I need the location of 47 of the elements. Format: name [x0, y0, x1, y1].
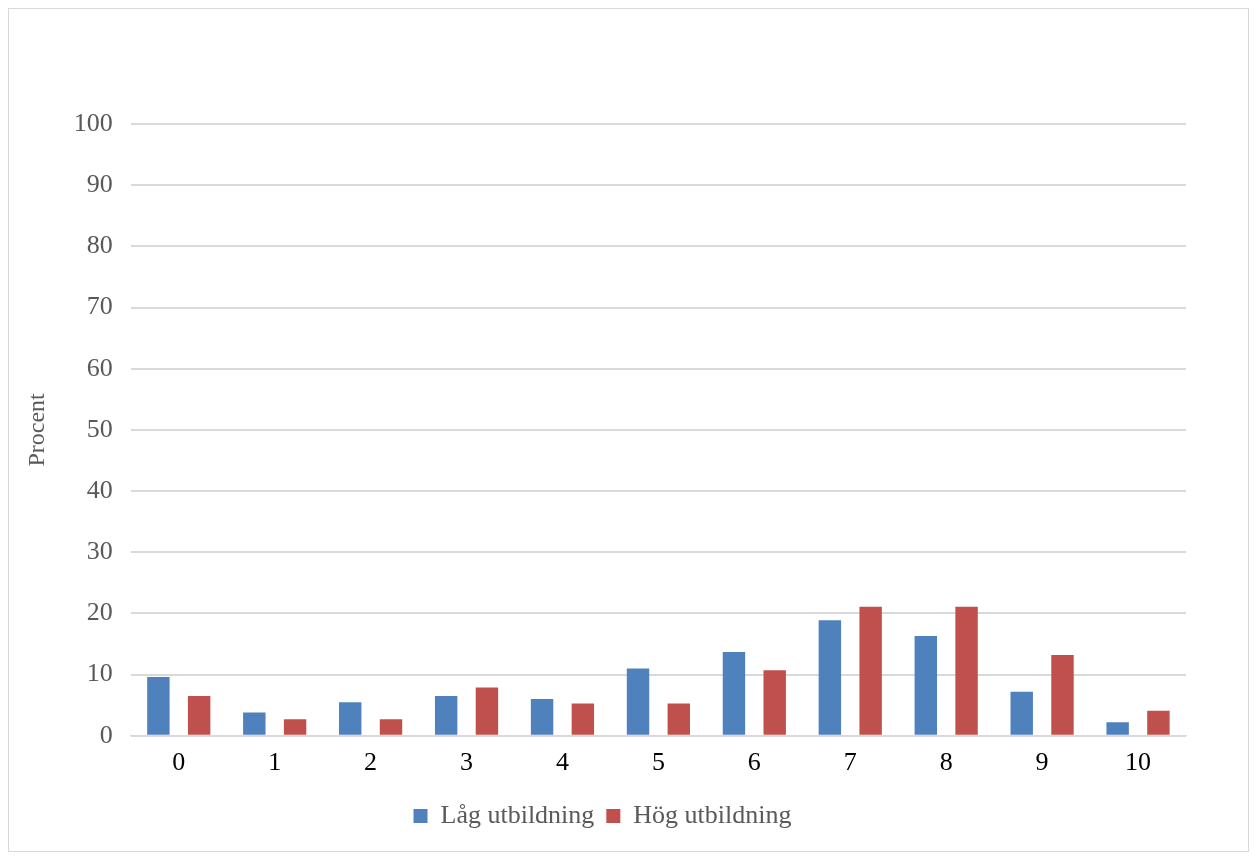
x-tick-label: 2: [364, 747, 378, 777]
bar: [626, 668, 650, 735]
bar: [914, 636, 938, 735]
legend-label: Hög utbildning: [633, 799, 792, 829]
legend-label: Låg utbildning: [440, 799, 595, 829]
x-tick-label: 8: [939, 747, 953, 777]
y-tick-label: 60: [86, 352, 113, 382]
x-tick-label: 3: [460, 747, 474, 777]
y-tick-label: 10: [86, 658, 113, 688]
bar: [147, 677, 170, 735]
bar: [1010, 691, 1033, 735]
bar: [1147, 710, 1170, 735]
bar: [1051, 655, 1074, 735]
x-tick-label: 10: [1125, 747, 1152, 777]
bar: [859, 606, 882, 735]
y-axis-title: Procent: [22, 392, 49, 467]
y-tick-label: 30: [86, 536, 113, 566]
bar: [763, 670, 786, 735]
bar: [434, 696, 458, 735]
bar: [187, 696, 211, 735]
bar: [818, 620, 842, 735]
y-tick-label: 50: [86, 413, 113, 443]
bar: [1106, 722, 1129, 735]
x-tick-label: 4: [555, 747, 569, 777]
bar: [379, 719, 403, 735]
x-tick-label: 6: [747, 747, 761, 777]
bar: [243, 712, 266, 735]
bar: [283, 719, 307, 735]
bar: [955, 606, 978, 735]
y-tick-label: 0: [99, 719, 113, 749]
y-tick-label: 40: [86, 474, 113, 504]
y-tick-label: 80: [86, 230, 113, 260]
x-tick-label: 1: [268, 747, 282, 777]
x-tick-label: 5: [651, 747, 665, 777]
y-tick-label: 90: [86, 169, 113, 199]
bar: [667, 703, 690, 735]
y-tick-label: 100: [73, 107, 113, 137]
x-tick-label: 0: [172, 747, 186, 777]
x-tick-label: 7: [843, 747, 857, 777]
y-tick-label: 70: [86, 291, 113, 321]
bar: [571, 703, 595, 735]
bar: [722, 651, 746, 735]
y-tick-label: 20: [86, 597, 113, 627]
x-tick-label: 9: [1035, 747, 1049, 777]
bar: [530, 699, 554, 735]
bar: [475, 687, 499, 735]
bar: [339, 702, 362, 735]
